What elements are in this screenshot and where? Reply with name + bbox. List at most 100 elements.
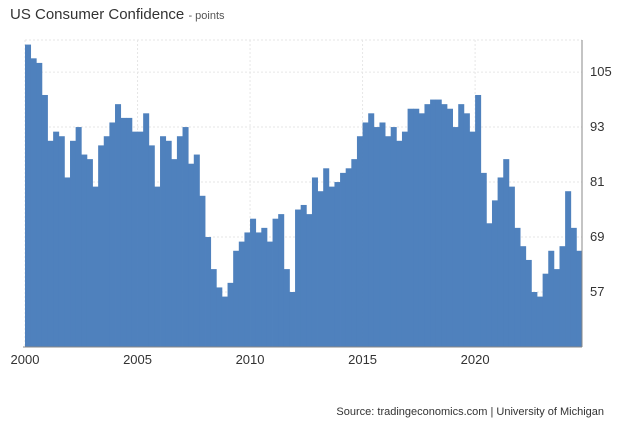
data-bar xyxy=(154,186,161,347)
data-bar xyxy=(548,250,555,347)
x-tick-label: 2015 xyxy=(348,352,377,367)
data-bar xyxy=(115,104,122,347)
data-bar xyxy=(368,113,375,347)
data-bar xyxy=(570,227,577,347)
chart-title: US Consumer Confidence - points xyxy=(10,6,225,23)
data-bar xyxy=(30,58,37,347)
data-bar xyxy=(340,172,347,347)
data-bar xyxy=(362,122,369,347)
x-axis-ticks: 2000 2005 2010 2015 2020 xyxy=(11,352,490,367)
x-tick-label: 2020 xyxy=(461,352,490,367)
data-bar xyxy=(536,296,544,347)
data-bar xyxy=(497,177,504,347)
data-bar xyxy=(81,154,88,347)
data-bar xyxy=(227,282,234,347)
data-bar xyxy=(64,177,71,347)
chart-title-unit: - points xyxy=(188,10,225,22)
data-bar xyxy=(193,154,200,347)
data-bar xyxy=(356,136,363,347)
data-bar xyxy=(86,159,93,347)
x-tick-label: 2010 xyxy=(236,352,265,367)
data-bar xyxy=(126,117,133,347)
data-bar xyxy=(373,127,380,348)
y-tick-label: 93 xyxy=(590,119,604,134)
data-bar xyxy=(401,131,408,347)
data-bar xyxy=(413,108,420,347)
data-bar xyxy=(475,94,482,347)
data-bar xyxy=(385,136,392,347)
data-bar xyxy=(53,131,60,347)
data-bar xyxy=(452,127,459,348)
data-bar xyxy=(41,94,48,347)
data-bar xyxy=(469,131,476,347)
data-bar xyxy=(379,122,386,347)
data-bar xyxy=(525,259,532,347)
y-axis-ticks: 57 69 81 93 105 xyxy=(590,64,612,299)
y-tick-label: 105 xyxy=(590,64,612,79)
data-bar xyxy=(261,227,268,347)
data-bar xyxy=(210,269,217,347)
data-bar xyxy=(255,232,262,347)
data-bar xyxy=(289,292,296,347)
data-bar xyxy=(306,214,313,347)
data-bar xyxy=(165,140,172,347)
data-bar xyxy=(109,122,116,347)
data-bar xyxy=(435,99,442,347)
data-bar xyxy=(238,241,245,347)
data-bar xyxy=(446,108,453,347)
chart-axes xyxy=(23,40,583,348)
source-credit: Source: tradingeconomics.com | Universit… xyxy=(336,406,604,418)
data-bar xyxy=(486,223,493,347)
data-bar xyxy=(278,214,285,347)
data-bar xyxy=(250,218,257,347)
chart-title-main: US Consumer Confidence xyxy=(10,6,185,23)
data-bar xyxy=(559,246,566,347)
data-bar xyxy=(131,131,138,347)
data-bar xyxy=(311,177,318,347)
x-tick-label: 2000 xyxy=(11,352,40,367)
data-bar xyxy=(36,62,43,347)
data-bar xyxy=(323,168,330,347)
data-bar xyxy=(295,209,302,347)
data-bar xyxy=(137,131,144,347)
data-bar xyxy=(508,186,515,347)
data-bar xyxy=(565,191,572,347)
data-bar xyxy=(199,195,206,347)
data-bar xyxy=(334,182,341,347)
y-tick-label: 69 xyxy=(590,229,604,244)
data-bar xyxy=(244,232,251,347)
consumer-confidence-chart: 57 69 81 93 105 2000 2005 2010 2015 2020 xyxy=(11,39,612,367)
data-bar xyxy=(407,108,414,347)
data-bar xyxy=(171,159,178,347)
data-bar xyxy=(542,273,549,347)
data-bar xyxy=(520,246,527,347)
chart-bars xyxy=(25,44,583,348)
data-bar xyxy=(351,159,358,347)
data-bar xyxy=(70,140,77,347)
data-bar xyxy=(328,186,335,347)
data-bar xyxy=(148,145,155,347)
data-bar xyxy=(345,168,352,347)
data-bar xyxy=(480,172,487,347)
data-bar xyxy=(458,104,465,347)
data-bar xyxy=(58,136,65,347)
data-bar xyxy=(143,113,150,347)
data-bar xyxy=(553,269,560,347)
data-bar xyxy=(120,117,127,347)
data-bar xyxy=(25,44,32,347)
data-bar xyxy=(103,136,110,347)
data-bar xyxy=(576,250,583,347)
data-bar xyxy=(98,145,105,347)
data-bar xyxy=(176,136,183,347)
data-bar xyxy=(233,250,240,347)
data-bar xyxy=(424,104,431,347)
data-bar xyxy=(390,127,397,348)
data-bar xyxy=(188,163,195,347)
data-bar xyxy=(47,140,54,347)
data-bar xyxy=(441,104,448,347)
data-bar xyxy=(300,204,307,347)
data-bar xyxy=(430,99,437,347)
data-bar xyxy=(491,200,499,347)
data-bar xyxy=(463,113,470,347)
y-tick-label: 81 xyxy=(590,174,604,189)
